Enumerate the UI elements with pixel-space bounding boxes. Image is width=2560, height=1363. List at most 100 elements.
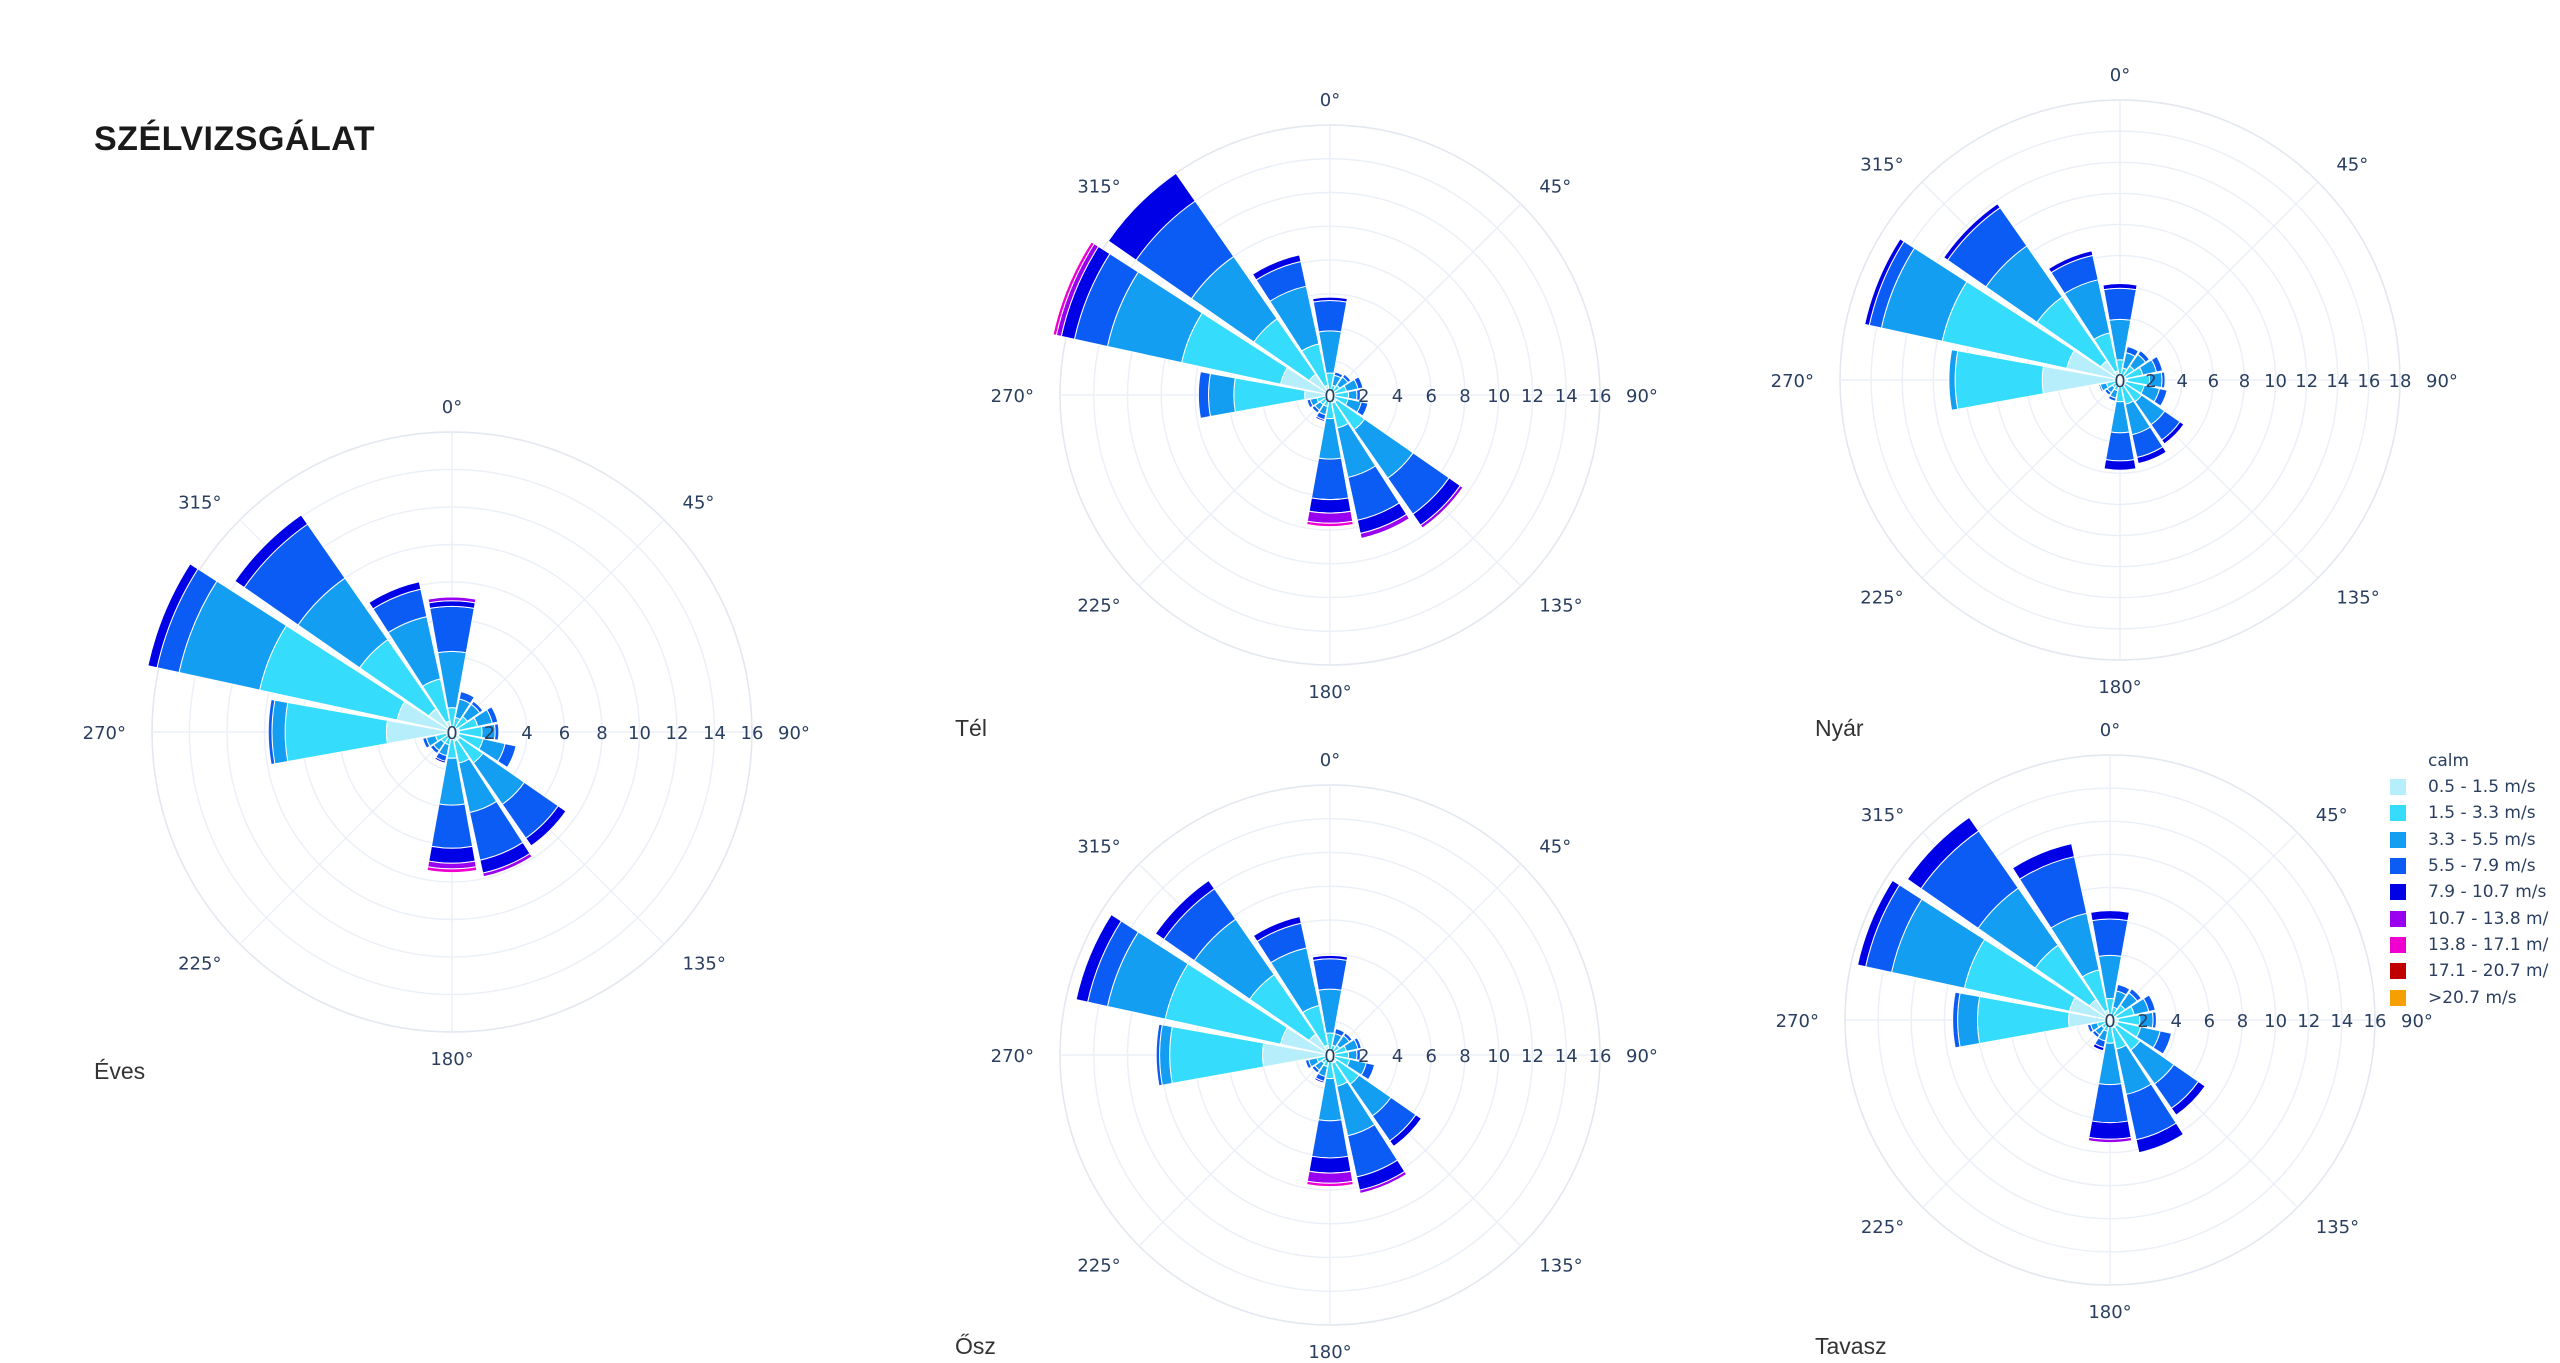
legend-item[interactable]: 1.5 - 3.3 m/s (2390, 800, 2548, 826)
legend-swatch (2390, 858, 2406, 875)
angular-tick-label: 135° (1539, 1255, 1582, 1276)
wind-bar-segment (2115, 983, 2131, 996)
wind-bar-segment (1864, 238, 1905, 326)
wind-rose-annual: 0 2 4 6 8 10 12 14 16 0° 45° 90° 135° 180° 225° 270° 315… (83, 397, 810, 1070)
angular-tick-label: 180° (2098, 677, 2141, 698)
radial-tick-label: 16 (2357, 371, 2380, 392)
wind-bar-segment (2092, 1043, 2105, 1052)
radial-tick-label: 14 (1555, 386, 1578, 407)
wind-bar-segment (2135, 1122, 2185, 1154)
angular-tick-label: 45° (2336, 155, 2368, 176)
radial-tick-label: 0 (2114, 371, 2125, 392)
caption-spring: Tavasz (1815, 1333, 1887, 1359)
wind-bar-segment (1075, 913, 1122, 1003)
wind-rose-spring: 0 2 4 6 8 10 12 14 16 0° 45° 90° 135° 180° 225° 270° 315… (1776, 720, 2433, 1323)
radial-tick-label: 8 (1459, 1046, 1470, 1067)
angular-tick-label: 315° (1860, 155, 1903, 176)
radial-tick-label: 8 (596, 723, 607, 744)
angular-tick-label: 0° (1320, 90, 1340, 111)
wind-bar-segment (2103, 459, 2137, 471)
wind-bar-segment (1353, 1036, 1362, 1050)
wind-bar-segment (2107, 395, 2117, 402)
legend-item[interactable]: 17.1 - 20.7 m/ (2390, 958, 2548, 984)
radial-tick-label: 8 (2239, 371, 2250, 392)
legend-item[interactable]: 7.9 - 10.7 m/s (2390, 879, 2548, 905)
radial-tick-label: 12 (1521, 386, 1544, 407)
angular-tick-label: 270° (991, 1046, 1034, 1067)
legend-item[interactable]: 5.5 - 7.9 m/s (2390, 853, 2548, 879)
wind-bar-segment (1389, 1114, 1423, 1148)
angular-tick-label: 270° (991, 386, 1034, 407)
wind-bar-segment (2170, 1080, 2206, 1116)
radial-tick-label: 10 (2264, 1011, 2287, 1032)
radial-tick-label: 16 (1589, 1046, 1612, 1067)
wind-bar-segment (429, 744, 440, 755)
radial-tick-label: 10 (1487, 386, 1510, 407)
angular-tick-label: 225° (1077, 1255, 1120, 1276)
wind-bar-segment (1952, 991, 1961, 1049)
angular-tick-label: 225° (1861, 1217, 1904, 1238)
angular-tick-label: 0° (2110, 65, 2130, 86)
wind-bar-segment (482, 852, 533, 878)
wind-bar-segment (1957, 992, 1981, 1048)
legend-item[interactable]: 0.5 - 1.5 m/s (2390, 774, 2548, 800)
radial-tick-label: 16 (741, 723, 764, 744)
wind-bar-segment (1355, 389, 1361, 401)
wind-rose-summer: 0 2 4 6 8 10 12 14 16 180°45°90°135°180°225°270°3… (1771, 65, 2458, 698)
legend-label: 5.5 - 7.9 m/s (2428, 856, 2536, 877)
angular-tick-label: 315° (1077, 177, 1120, 198)
wind-bar-segment (1360, 1062, 1376, 1081)
radial-tick-label: 6 (559, 723, 570, 744)
angular-tick-label: 135° (683, 954, 726, 975)
legend: calm 0.5 - 1.5 m/s 1.5 - 3.3 m/s 3.3 - 5… (2390, 748, 2548, 1011)
radial-tick-label: 4 (2176, 371, 2187, 392)
wind-bar-segment (1306, 398, 1314, 409)
radial-tick-label: 4 (1392, 1046, 1403, 1067)
caption-winter: Tél (955, 715, 987, 741)
wind-bar-segment (1312, 958, 1348, 991)
grid-spoke (2109, 832, 2298, 1021)
grid-spoke (1138, 394, 1331, 587)
angular-tick-label: 270° (83, 723, 126, 744)
wind-bar-segment (1052, 241, 1095, 336)
wind-bar-segment (1312, 300, 1348, 333)
radial-tick-label: 8 (1459, 386, 1470, 407)
wind-bar-segment (2103, 388, 2112, 397)
angular-tick-label: 90° (2401, 1011, 2433, 1032)
legend-swatch (2390, 779, 2406, 796)
wind-bar-segment (2102, 283, 2138, 291)
legend-swatch (2390, 989, 2406, 1006)
angular-tick-label: 135° (2316, 1217, 2359, 1238)
angular-tick-label: 315° (178, 492, 221, 513)
wind-bar-segment (2047, 250, 2094, 274)
angular-tick-label: 0° (1320, 750, 1340, 771)
radial-tick-label: 0 (446, 723, 457, 744)
radial-tick-label: 12 (2297, 1011, 2320, 1032)
radial-tick-label: 2 (2145, 371, 2156, 392)
wind-bar-segment (430, 803, 474, 849)
radial-tick-label: 16 (1589, 386, 1612, 407)
wind-bar-segment (1356, 401, 1369, 417)
radial-tick-label: 14 (1555, 1046, 1578, 1067)
wind-bar-segment (1943, 203, 2001, 261)
radial-tick-label: 16 (2364, 1011, 2387, 1032)
radial-tick-label: 14 (703, 723, 726, 744)
angular-tick-label: 45° (1539, 837, 1571, 858)
angular-tick-label: 180° (2088, 1302, 2131, 1323)
wind-bar-segment (1311, 1064, 1321, 1074)
legend-item[interactable]: >20.7 m/s (2390, 984, 2548, 1010)
angular-tick-label: 135° (1539, 595, 1582, 616)
legend-item[interactable]: 10.7 - 13.8 m/ (2390, 905, 2548, 931)
radial-tick-label: 18 (2389, 371, 2412, 392)
radial-tick-label: 2 (484, 723, 495, 744)
angular-tick-label: 225° (1860, 587, 1903, 608)
wind-bar-segment (1342, 1032, 1353, 1043)
legend-item[interactable]: 3.3 - 5.5 m/s (2390, 827, 2548, 853)
radial-tick-label: 14 (2326, 371, 2349, 392)
legend-item[interactable]: 13.8 - 17.1 m/ (2390, 932, 2548, 958)
wind-bar-segment (1107, 172, 1196, 261)
wind-bar-segment (1308, 1155, 1352, 1174)
angular-tick-label: 180° (1308, 1342, 1351, 1363)
wind-bar-segment (147, 563, 199, 669)
angular-tick-label: 225° (178, 954, 221, 975)
